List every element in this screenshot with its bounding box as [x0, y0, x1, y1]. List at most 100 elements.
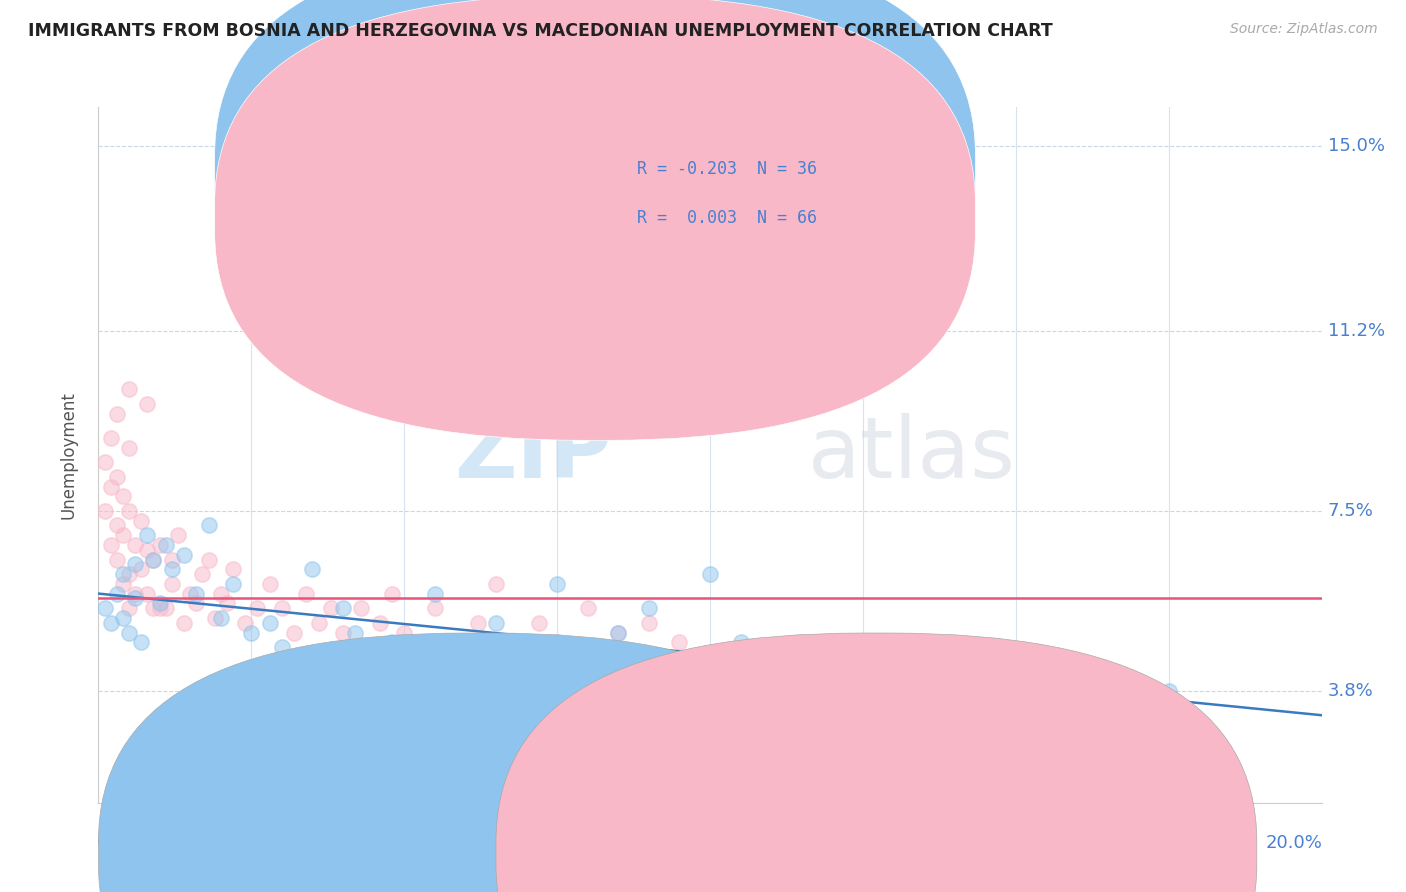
Point	[270, 640, 292, 654]
Point	[222, 562, 245, 576]
Point	[142, 552, 165, 566]
Text: 11.2%: 11.2%	[1327, 322, 1385, 340]
Point	[215, 596, 238, 610]
Point	[607, 625, 630, 640]
Point	[546, 635, 568, 649]
Point	[118, 382, 141, 396]
Point	[142, 601, 165, 615]
Point	[637, 615, 661, 630]
Point	[423, 601, 446, 615]
Point	[105, 470, 128, 484]
Text: 15.0%: 15.0%	[1327, 137, 1385, 155]
Point	[259, 615, 281, 630]
Point	[668, 635, 690, 649]
Point	[105, 552, 128, 566]
Text: IMMIGRANTS FROM BOSNIA AND HERZEGOVINA VS MACEDONIAN UNEMPLOYMENT CORRELATION CH: IMMIGRANTS FROM BOSNIA AND HERZEGOVINA V…	[28, 22, 1053, 40]
Point	[240, 625, 263, 640]
Point	[368, 615, 391, 630]
FancyBboxPatch shape	[215, 0, 976, 441]
Point	[607, 625, 630, 640]
Point	[149, 601, 172, 615]
Point	[111, 489, 134, 503]
Point	[129, 635, 152, 649]
Point	[503, 635, 526, 649]
Point	[197, 552, 219, 566]
Point	[637, 601, 661, 615]
Point	[209, 611, 232, 625]
Point	[730, 635, 752, 649]
Point	[441, 635, 464, 649]
Point	[179, 586, 201, 600]
FancyBboxPatch shape	[98, 633, 859, 892]
Point	[149, 596, 172, 610]
Point	[118, 625, 141, 640]
Point	[155, 601, 177, 615]
Point	[118, 441, 141, 455]
Point	[149, 538, 172, 552]
Text: atlas: atlas	[808, 413, 1017, 497]
Y-axis label: Unemployment: Unemployment	[59, 391, 77, 519]
Point	[1157, 684, 1180, 698]
Point	[295, 586, 318, 600]
FancyBboxPatch shape	[557, 131, 875, 235]
Text: ZIP: ZIP	[454, 413, 612, 497]
Point	[332, 625, 354, 640]
Point	[129, 514, 152, 528]
Point	[136, 586, 159, 600]
Point	[118, 504, 141, 518]
Point	[173, 548, 195, 562]
Text: Macedonians: Macedonians	[904, 846, 1005, 861]
Point	[93, 504, 115, 518]
Point	[290, 236, 312, 251]
Text: Source: ZipAtlas.com: Source: ZipAtlas.com	[1230, 22, 1378, 37]
Point	[1035, 665, 1057, 679]
Text: 3.8%: 3.8%	[1327, 681, 1374, 700]
Point	[93, 601, 115, 615]
Point	[381, 635, 404, 649]
Point	[270, 601, 292, 615]
Text: R =  0.003  N = 66: R = 0.003 N = 66	[637, 209, 817, 227]
Point	[204, 611, 226, 625]
Point	[485, 577, 508, 591]
Text: Immigrants from Bosnia and Herzegovina: Immigrants from Bosnia and Herzegovina	[508, 846, 825, 861]
Point	[105, 518, 128, 533]
Point	[111, 611, 134, 625]
Point	[173, 615, 195, 630]
Text: 7.5%: 7.5%	[1327, 502, 1374, 520]
Point	[111, 577, 134, 591]
Point	[344, 625, 367, 640]
Point	[105, 407, 128, 421]
Text: 20.0%: 20.0%	[1265, 834, 1323, 852]
Point	[467, 615, 489, 630]
Point	[246, 601, 269, 615]
Point	[186, 596, 208, 610]
Point	[111, 528, 134, 542]
Point	[319, 601, 342, 615]
Point	[283, 625, 305, 640]
Point	[160, 577, 183, 591]
Point	[350, 601, 373, 615]
Point	[332, 601, 354, 615]
Point	[301, 562, 323, 576]
Point	[136, 542, 159, 557]
Point	[142, 552, 165, 566]
Point	[576, 601, 599, 615]
Point	[118, 567, 141, 582]
FancyBboxPatch shape	[215, 0, 976, 392]
Point	[111, 567, 134, 582]
Point	[100, 431, 122, 445]
Point	[392, 625, 416, 640]
Point	[699, 567, 721, 582]
Point	[129, 562, 152, 576]
Point	[381, 586, 404, 600]
Point	[93, 455, 115, 469]
Point	[233, 615, 256, 630]
Point	[118, 601, 141, 615]
Point	[100, 479, 122, 493]
Point	[124, 558, 146, 572]
Point	[124, 591, 146, 606]
Point	[259, 577, 281, 591]
Point	[136, 397, 159, 411]
Point	[197, 518, 219, 533]
FancyBboxPatch shape	[496, 633, 1257, 892]
